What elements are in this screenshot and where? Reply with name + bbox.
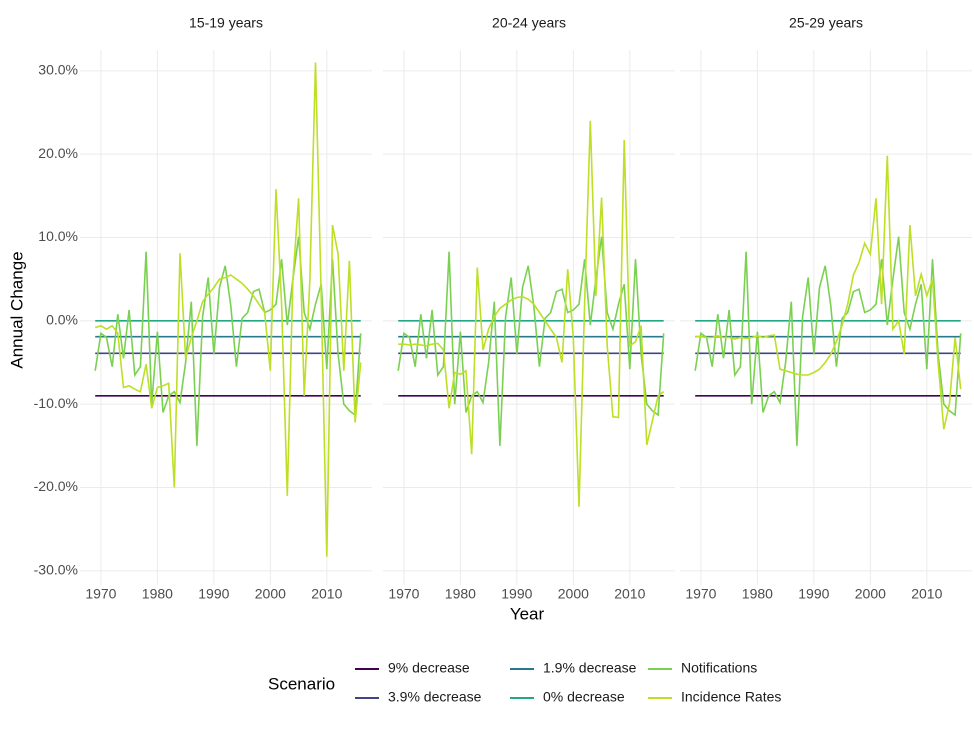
series-line xyxy=(694,236,962,446)
x-tick-label: 2010 xyxy=(911,586,942,602)
y-tick-label: -10.0% xyxy=(34,395,78,411)
legend-label: Incidence Rates xyxy=(681,689,781,705)
y-tick-label: 10.0% xyxy=(38,228,78,244)
y-axis-title: Annual Change xyxy=(7,251,26,368)
x-axis-title: Year xyxy=(510,604,545,623)
y-tick-label: -30.0% xyxy=(34,562,78,578)
legend-title: Scenario xyxy=(268,674,335,693)
y-tick-label: 20.0% xyxy=(38,145,78,161)
x-tick-label: 1980 xyxy=(142,586,173,602)
x-tick-label: 2010 xyxy=(614,586,645,602)
x-tick-label: 2010 xyxy=(311,586,342,602)
series-line xyxy=(398,120,665,507)
facet-title: 15-19 years xyxy=(189,15,263,31)
legend-label: 0% decrease xyxy=(543,689,625,705)
x-tick-label: 1990 xyxy=(798,586,829,602)
legend-label: 1.9% decrease xyxy=(543,660,637,676)
y-tick-label: 0.0% xyxy=(46,312,78,328)
x-tick-label: 1990 xyxy=(198,586,229,602)
y-tick-label: 30.0% xyxy=(38,62,78,78)
x-tick-label: 1970 xyxy=(85,586,116,602)
facet-title: 20-24 years xyxy=(492,15,566,31)
x-tick-label: 1970 xyxy=(388,586,419,602)
x-tick-label: 2000 xyxy=(558,586,589,602)
legend-label: 3.9% decrease xyxy=(388,689,482,705)
y-tick-label: -20.0% xyxy=(34,478,78,494)
series-line xyxy=(695,155,962,430)
x-tick-label: 1980 xyxy=(445,586,476,602)
legend-label: Notifications xyxy=(681,660,757,676)
x-tick-label: 2000 xyxy=(855,586,886,602)
x-tick-label: 1980 xyxy=(742,586,773,602)
x-tick-label: 1970 xyxy=(685,586,716,602)
x-tick-label: 1990 xyxy=(501,586,532,602)
facet-title: 25-29 years xyxy=(789,15,863,31)
series-line xyxy=(94,62,362,557)
series-line xyxy=(397,236,665,446)
x-tick-label: 2000 xyxy=(255,586,286,602)
series-line xyxy=(94,236,362,446)
legend-label: 9% decrease xyxy=(388,660,470,676)
